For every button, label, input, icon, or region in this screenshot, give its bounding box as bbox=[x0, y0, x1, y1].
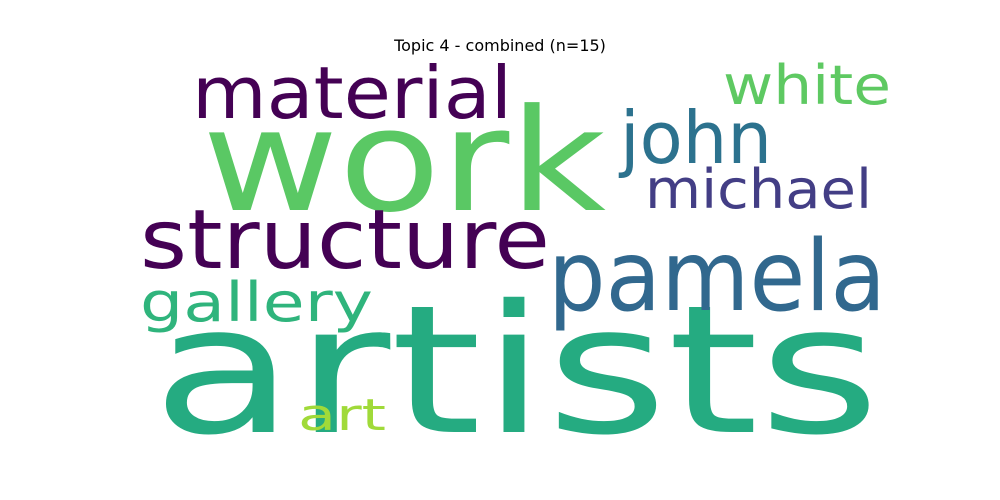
word-work: work bbox=[202, 79, 606, 244]
word-pamela: pamela bbox=[548, 220, 886, 334]
word-white: white bbox=[723, 54, 891, 117]
word-john: john bbox=[618, 96, 772, 180]
word-art: art bbox=[298, 390, 386, 441]
word-material: material bbox=[192, 51, 512, 135]
word-structure: structure bbox=[140, 193, 550, 288]
word-michael: michael bbox=[645, 158, 872, 221]
word-artists: artists bbox=[152, 267, 880, 474]
chart-title: Topic 4 - combined (n=15) bbox=[394, 36, 606, 55]
word-gallery: gallery bbox=[140, 271, 373, 334]
